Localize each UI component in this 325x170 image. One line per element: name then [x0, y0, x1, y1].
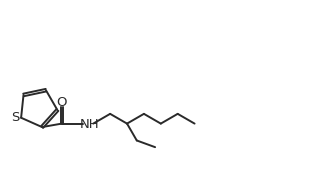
Text: S: S: [11, 111, 20, 124]
Text: NH: NH: [79, 118, 99, 131]
Text: O: O: [57, 96, 67, 109]
